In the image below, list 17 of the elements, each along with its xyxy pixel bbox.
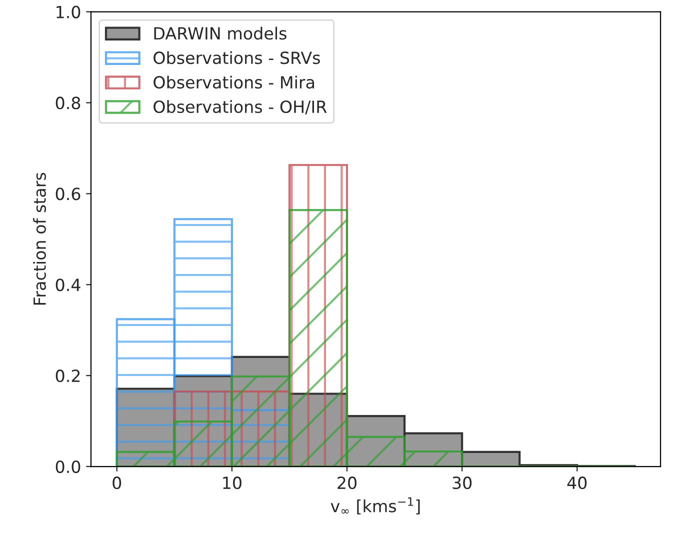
- x-tick-label: 10: [223, 476, 242, 490]
- y-axis-title: Fraction of stars: [33, 172, 46, 305]
- x-tick-label: 40: [567, 476, 587, 490]
- y-tick-label: 0.0: [56, 460, 80, 474]
- x-tick-label: 20: [338, 476, 356, 490]
- x-tick-label: 0: [112, 476, 122, 490]
- x-axis-title: v$_{∞}$ [kms$^{−1}$]: [330, 497, 420, 514]
- x-tick-label: 30: [452, 476, 472, 490]
- y-tick-label: 0.4: [56, 278, 80, 292]
- y-tick-label: 1.0: [56, 6, 80, 18]
- legend-label: Observations - OH/IR: [154, 100, 327, 114]
- y-tick-label: 0.2: [56, 370, 80, 382]
- legend-label: Observations - Mira: [154, 76, 314, 89]
- legend-label: DARWIN models: [154, 26, 286, 40]
- y-tick-label: 0.6: [56, 188, 80, 200]
- y-tick-label: 0.8: [56, 96, 80, 110]
- legend-label: Observations - SRVs: [154, 51, 320, 64]
